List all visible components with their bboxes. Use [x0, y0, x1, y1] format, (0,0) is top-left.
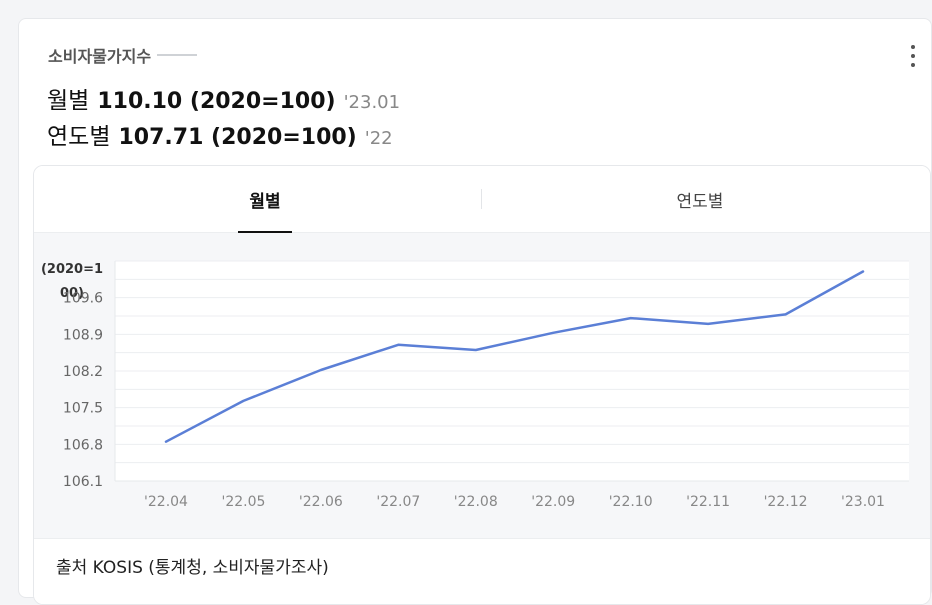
chart-tabs: 월별 연도별	[34, 166, 930, 233]
title-rule	[157, 54, 198, 56]
more-options-icon[interactable]	[909, 45, 917, 67]
x-tick-label: '22.08	[454, 494, 498, 510]
monthly-stat: 월별 110.10 (2020=100) '23.01	[47, 81, 400, 115]
tab-yearly[interactable]: 연도별	[676, 191, 724, 212]
tab-monthly[interactable]: 월별	[238, 166, 292, 233]
yearly-period: '22	[364, 128, 393, 149]
source-footer: 출처 KOSIS (통계청, 소비자물가조사)	[34, 538, 930, 604]
x-tick-label: '22.04	[144, 494, 188, 510]
yearly-label: 연도별	[47, 124, 111, 150]
x-tick-label: '22.05	[221, 494, 265, 510]
y-tick-label: 106.1	[63, 474, 103, 490]
cpi-card: 소비자물가지수 월별 110.10 (2020=100) '23.01 연도별 …	[18, 18, 932, 605]
y-axis-label: (2020=1	[41, 262, 103, 277]
y-tick-label: 106.8	[63, 437, 103, 453]
x-tick-label: '22.09	[531, 494, 575, 510]
y-tick-label: 107.5	[63, 401, 103, 417]
yearly-value: 107.71 (2020=100)	[118, 125, 357, 150]
y-tick-label: 108.2	[63, 364, 103, 380]
line-chart: (2020=1 00) 106.1 106.8 107.5 108.2 108.9 109.6…	[41, 260, 909, 510]
monthly-period: '23.01	[343, 92, 401, 113]
x-tick-label: '22.11	[686, 494, 730, 510]
chart-area: (2020=1 00) 106.1 106.8 107.5 108.2 108.9 109.6…	[34, 233, 930, 538]
y-tick-label: 109.6	[63, 291, 103, 307]
series-line	[164, 270, 865, 443]
source-text: 출처 KOSIS (통계청, 소비자물가조사)	[56, 558, 329, 578]
monthly-label: 월별	[47, 88, 90, 114]
card-title-text: 소비자물가지수	[48, 47, 152, 66]
chart-panel: 월별 연도별 (2020=1 00) 106.1 106.8 107.5 108.2 108…	[33, 165, 931, 605]
y-axis-label: 00)	[60, 286, 84, 301]
yearly-stat: 연도별 107.71 (2020=100) '22	[47, 117, 393, 151]
monthly-value: 110.10 (2020=100)	[97, 89, 336, 114]
x-tick-label: '22.06	[299, 494, 343, 510]
x-tick-label: '22.12	[764, 494, 808, 510]
tab-divider	[481, 189, 482, 209]
x-tick-label: '22.07	[376, 494, 420, 510]
card-title: 소비자물가지수	[48, 43, 198, 67]
x-tick-label: '23.01	[841, 494, 885, 510]
x-tick-label: '22.10	[609, 494, 653, 510]
y-tick-label: 108.9	[63, 327, 103, 343]
